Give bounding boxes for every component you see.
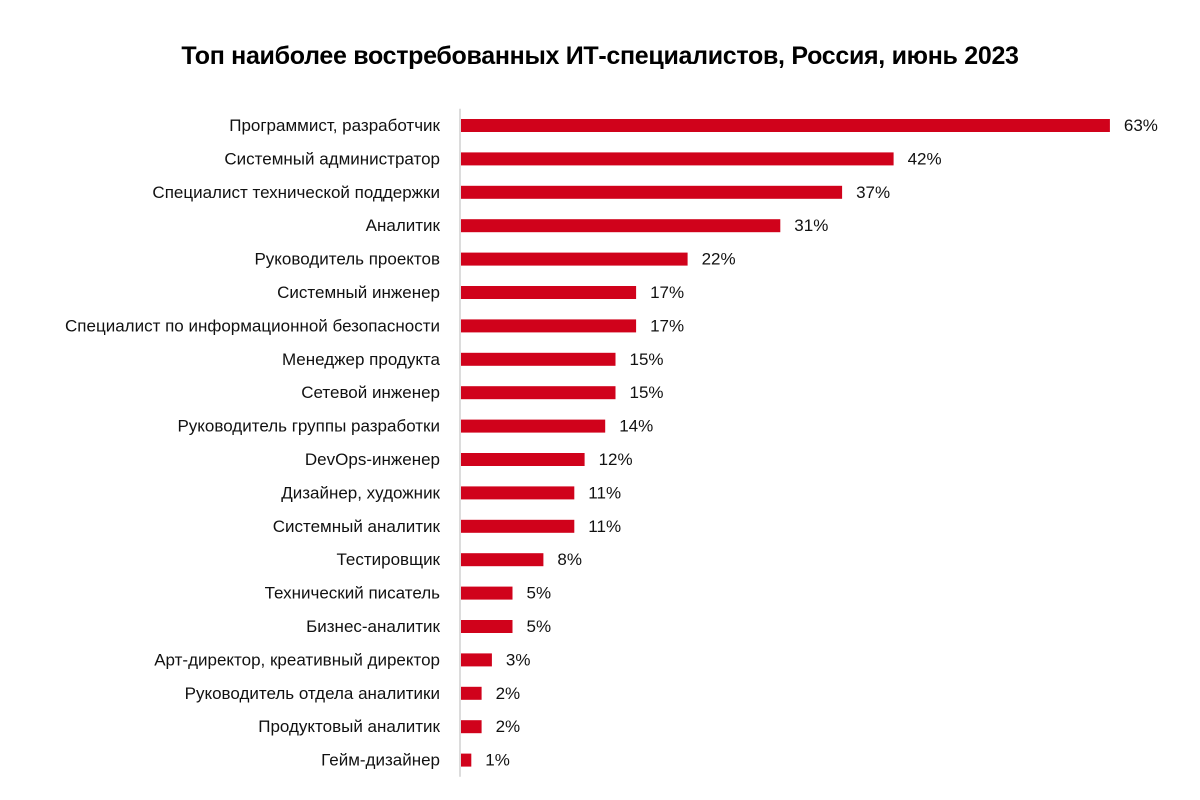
value-label: 8% — [557, 550, 582, 569]
category-label: Руководитель группы разработки — [177, 417, 440, 436]
bar — [461, 386, 616, 400]
bar — [461, 519, 575, 533]
category-label: Специалист по информационной безопасност… — [65, 316, 440, 335]
category-label: Тестировщик — [336, 550, 440, 569]
value-label: 5% — [527, 584, 552, 603]
category-label: DevOps-инженер — [305, 450, 440, 469]
value-label: 12% — [599, 450, 633, 469]
category-label: Руководитель проектов — [254, 250, 440, 269]
value-label: 15% — [630, 350, 664, 369]
bar — [461, 252, 688, 266]
bar — [461, 553, 544, 567]
bar — [461, 753, 472, 767]
bar — [461, 620, 513, 633]
value-label: 1% — [485, 751, 510, 770]
category-label: Специалист технической поддержки — [152, 183, 440, 202]
category-label: Сетевой инженер — [301, 383, 440, 402]
category-label: Системный администратор — [224, 149, 440, 168]
value-label: 5% — [527, 617, 552, 636]
category-label: Системный инженер — [277, 283, 440, 302]
value-label: 31% — [794, 216, 828, 235]
value-label: 2% — [496, 684, 521, 703]
category-label: Продуктовый аналитик — [258, 717, 440, 736]
value-label: 17% — [650, 316, 684, 335]
bar — [461, 653, 492, 667]
bar — [461, 119, 1110, 132]
value-label: 63% — [1124, 116, 1158, 135]
bar — [461, 219, 781, 233]
bar — [461, 486, 575, 500]
bar — [461, 352, 616, 366]
value-label: 11% — [588, 483, 621, 502]
bar — [461, 586, 513, 600]
value-label: 22% — [702, 250, 736, 269]
category-label: Аналитик — [366, 216, 441, 235]
value-label: 14% — [619, 417, 653, 436]
category-label: Технический писатель — [265, 584, 441, 603]
bar — [461, 152, 894, 166]
category-label: Дизайнер, художник — [281, 483, 440, 502]
bar — [461, 286, 637, 299]
category-label: Менеджер продукта — [282, 350, 441, 369]
category-label: Бизнес-аналитик — [306, 617, 440, 636]
bar — [461, 686, 482, 700]
value-label: 3% — [506, 650, 531, 669]
bar — [461, 720, 482, 734]
value-label: 15% — [630, 383, 664, 402]
value-label: 2% — [496, 717, 521, 736]
value-label: 42% — [908, 149, 942, 168]
value-label: 17% — [650, 283, 684, 302]
bar — [461, 319, 637, 333]
bar — [461, 453, 585, 466]
chart-title: Топ наиболее востребованных ИТ-специалис… — [181, 42, 1019, 70]
category-label: Гейм-дизайнер — [321, 751, 440, 770]
bar — [461, 185, 843, 199]
bar — [461, 419, 606, 433]
category-label: Системный аналитик — [273, 517, 441, 536]
category-label: Программист, разработчик — [229, 116, 440, 135]
category-label: Руководитель отдела аналитики — [185, 684, 440, 703]
category-label: Арт-директор, креативный директор — [154, 650, 440, 669]
value-label: 37% — [856, 183, 890, 202]
value-label: 11% — [588, 517, 621, 536]
